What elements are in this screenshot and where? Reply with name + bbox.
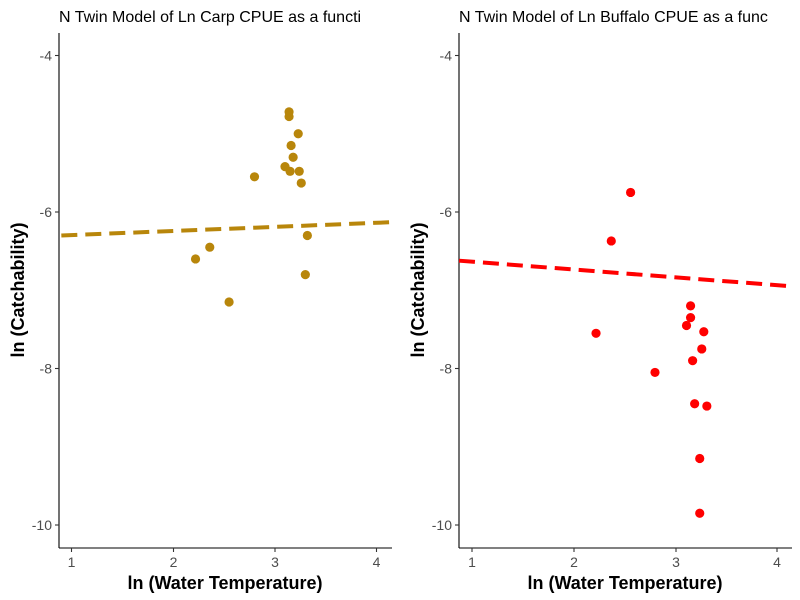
buffalo-y-axis: -4 -6 -8 -10 <box>432 33 460 548</box>
carp-panel-title: N Twin Model of Ln Carp CPUE as a functi <box>59 9 361 26</box>
carp-x-tick-label: 1 <box>68 554 76 570</box>
buffalo-data-point <box>695 508 705 518</box>
buffalo-y-tick-label: -4 <box>440 48 453 64</box>
buffalo-data-point <box>591 328 601 338</box>
buffalo-panel: N Twin Model of Ln Buffalo CPUE as a fun… <box>408 9 793 593</box>
carp-y-tick-label: -8 <box>40 361 53 377</box>
carp-y-tick-label: -6 <box>40 204 53 220</box>
buffalo-x-axis: 1 2 3 4 <box>459 547 792 570</box>
buffalo-x-axis-title: ln (Water Temperature) <box>527 573 722 593</box>
carp-x-axis: 1 2 3 4 <box>59 547 392 570</box>
buffalo-data-point <box>690 399 700 409</box>
buffalo-y-tick-label: -10 <box>432 517 452 533</box>
carp-data-point <box>190 254 201 264</box>
buffalo-panel-title: N Twin Model of Ln Buffalo CPUE as a fun… <box>459 9 768 26</box>
buffalo-data-point <box>688 356 698 366</box>
buffalo-data-point <box>626 187 636 198</box>
carp-data-point <box>288 152 298 162</box>
buffalo-data-point <box>699 327 709 337</box>
carp-data-point <box>302 230 312 241</box>
buffalo-data-point <box>685 301 696 311</box>
carp-x-tick-label: 2 <box>170 554 178 570</box>
carp-data-point <box>294 166 304 176</box>
buffalo-x-tick-label: 1 <box>468 554 476 570</box>
buffalo-data-point <box>606 236 616 246</box>
carp-data-marks <box>61 107 392 307</box>
carp-y-axis: -4 -6 -8 -10 <box>32 33 60 548</box>
carp-data-point <box>224 297 234 307</box>
carp-data-point <box>205 242 215 252</box>
buffalo-trend-line <box>458 258 793 289</box>
buffalo-x-tick-label: 2 <box>570 554 578 570</box>
buffalo-x-tick-label: 3 <box>672 554 680 570</box>
carp-data-point <box>293 129 303 139</box>
buffalo-data-point <box>650 367 660 378</box>
buffalo-y-tick-label: -6 <box>440 204 453 220</box>
carp-data-point <box>296 178 306 188</box>
buffalo-data-point <box>697 344 707 354</box>
carp-data-point <box>284 111 294 122</box>
buffalo-data-point <box>685 313 696 323</box>
carp-x-axis-title: ln (Water Temperature) <box>127 573 322 593</box>
carp-x-tick-label: 3 <box>271 554 279 570</box>
carp-data-point <box>300 270 310 280</box>
carp-y-tick-label: -10 <box>32 517 52 533</box>
buffalo-y-tick-label: -8 <box>440 361 453 377</box>
buffalo-y-axis-title: ln (Catchability) <box>408 222 428 357</box>
buffalo-data-point <box>702 401 712 411</box>
buffalo-data-marks <box>458 187 793 518</box>
carp-data-point <box>249 172 260 182</box>
buffalo-data-point <box>681 320 692 331</box>
buffalo-data-point <box>695 453 705 464</box>
carp-panel: N Twin Model of Ln Carp CPUE as a functi… <box>8 9 392 593</box>
carp-x-tick-label: 4 <box>373 554 381 570</box>
carp-data-point <box>285 166 295 176</box>
carp-y-axis-title: ln (Catchability) <box>8 222 28 357</box>
carp-y-tick-label: -4 <box>40 48 53 64</box>
carp-data-point <box>286 140 296 151</box>
buffalo-x-tick-label: 4 <box>773 554 781 570</box>
carp-trend-line <box>61 220 392 238</box>
